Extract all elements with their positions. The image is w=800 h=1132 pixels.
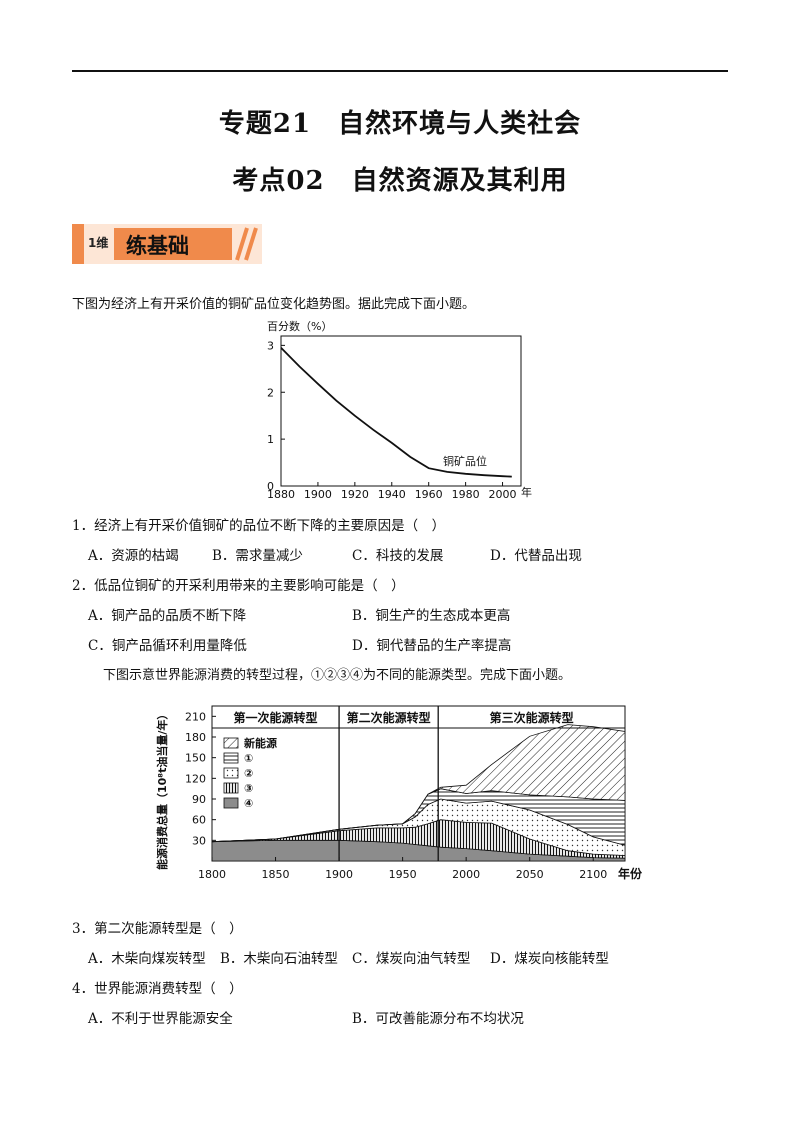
chart1-xtick-label: 1980 xyxy=(452,488,480,500)
section-banner: 1维 练基础 xyxy=(72,224,262,264)
question-3-stem: 3．第二次能源转型是（ ） xyxy=(72,921,243,937)
chart1-ytick-label: 1 xyxy=(267,433,274,446)
energy-transition-chart: 能源消费总量（10⁸t油当量/年） 第一次能源转型 第二次能源转型 第三次能源转型 … xyxy=(155,705,643,881)
question-4-option-b[interactable]: B．可改善能源分布不均状况 xyxy=(352,1011,524,1027)
legend-swatch xyxy=(223,752,239,764)
chart2-ytick-label: 210 xyxy=(185,710,206,723)
question-2-stem: 2．低品位铜矿的开采利用带来的主要影响可能是（ ） xyxy=(72,578,405,594)
chart1-ytick-label: 2 xyxy=(267,386,274,399)
chart2-xtick-label: 2100 xyxy=(579,868,607,881)
chart2-ylabel: 能源消费总量（10⁸t油当量/年） xyxy=(155,709,169,870)
chart2-xtick-label: 2000 xyxy=(452,868,480,881)
question-1-option-c[interactable]: C．科技的发展 xyxy=(352,548,444,564)
chart1-ytick-label: 0 xyxy=(267,480,274,493)
legend-swatch xyxy=(223,737,239,749)
question-4-option-a[interactable]: A．不利于世界能源安全 xyxy=(88,1011,233,1027)
chart2-ytick-label: 30 xyxy=(192,834,206,847)
chart2-xtick-label: 1800 xyxy=(198,868,226,881)
chart2-xtick-label: 1950 xyxy=(389,868,417,881)
legend-label: ④ xyxy=(244,797,253,810)
legend-swatch xyxy=(223,782,239,794)
question-2-option-d[interactable]: D．铜代替品的生产率提高 xyxy=(352,638,512,654)
chart2-xtick-label: 1900 xyxy=(325,868,353,881)
question-2-option-b[interactable]: B．铜生产的生态成本更高 xyxy=(352,608,511,624)
period-label-2: 第二次能源转型 xyxy=(347,710,431,725)
legend-swatch xyxy=(223,767,239,779)
chart2-ytick-label: 150 xyxy=(185,752,206,765)
chart1-xtick-label: 1960 xyxy=(415,488,443,500)
chart2-xtick-label: 2050 xyxy=(516,868,544,881)
chart1-xlabel: 年 xyxy=(521,485,532,499)
header-rule xyxy=(72,70,728,72)
question-3-option-d[interactable]: D．煤炭向核能转型 xyxy=(490,951,609,967)
chart1-xtick-label: 1920 xyxy=(341,488,369,500)
chart1-ylabel: 百分数（%） xyxy=(267,320,332,333)
chart2-ytick-label: 120 xyxy=(185,772,206,785)
legend-label: ① xyxy=(244,752,253,765)
copper-grade-chart: 百分数（%） 0 1 2 3 1880 1900 1920 1940 1960 1980 2000… xyxy=(267,320,532,500)
question-1-option-d[interactable]: D．代替品出现 xyxy=(490,548,582,564)
legend-label: ② xyxy=(244,767,253,780)
question-2-option-a[interactable]: A．铜产品的品质不断下降 xyxy=(88,608,247,624)
section-badge: 1维 xyxy=(88,236,109,250)
question-1-option-b[interactable]: B．需求量减少 xyxy=(212,548,303,564)
chart1-xtick-label: 2000 xyxy=(489,488,517,500)
period-label-1: 第一次能源转型 xyxy=(234,710,318,725)
chart2-xtick-label: 1850 xyxy=(262,868,290,881)
chart1-xtick-label: 1900 xyxy=(304,488,332,500)
chart2-ytick-label: 60 xyxy=(192,814,206,827)
period-label-3: 第三次能源转型 xyxy=(490,710,574,725)
chart1-xtick-label: 1880 xyxy=(267,488,295,500)
question-3-option-b[interactable]: B．木柴向石油转型 xyxy=(220,951,338,967)
question-3-option-a[interactable]: A．木柴向煤炭转型 xyxy=(88,951,206,967)
question-1-stem: 1．经济上有开采价值铜矿的品位不断下降的主要原因是（ ） xyxy=(72,518,446,534)
copper-grade-series-label: 铜矿品位 xyxy=(443,454,487,468)
copper-grade-line xyxy=(280,347,512,478)
question-4-stem: 4．世界能源消费转型（ ） xyxy=(72,981,243,997)
section-label: 练基础 xyxy=(126,234,189,258)
new-energy-area xyxy=(211,724,626,843)
legend-label: ③ xyxy=(244,782,253,795)
page-title: 专题21 自然环境与人类社会 xyxy=(218,109,582,139)
chart1-xtick-label: 1940 xyxy=(378,488,406,500)
legend-label: 新能源 xyxy=(244,736,277,750)
question-1-option-a[interactable]: A．资源的枯竭 xyxy=(88,548,179,564)
chart2-xlabel: 年份 xyxy=(618,866,643,881)
chart2-ytick-label: 90 xyxy=(192,793,206,806)
question-2-option-c[interactable]: C．铜产品循环利用量降低 xyxy=(88,638,247,654)
intro-text-2: 下图示意世界能源消费的转型过程，①②③④为不同的能源类型。完成下面小题。 xyxy=(103,668,572,683)
legend-swatch xyxy=(223,797,239,809)
chart2-ytick-label: 180 xyxy=(185,731,206,744)
chart1-ytick-label: 3 xyxy=(267,339,274,352)
page-subtitle: 考点02 自然资源及其利用 xyxy=(232,166,568,196)
question-3-option-c[interactable]: C．煤炭向油气转型 xyxy=(352,951,471,967)
section-banner-graphic xyxy=(72,224,262,264)
intro-text-1: 下图为经济上有开采价值的铜矿品位变化趋势图。据此完成下面小题。 xyxy=(72,297,476,312)
